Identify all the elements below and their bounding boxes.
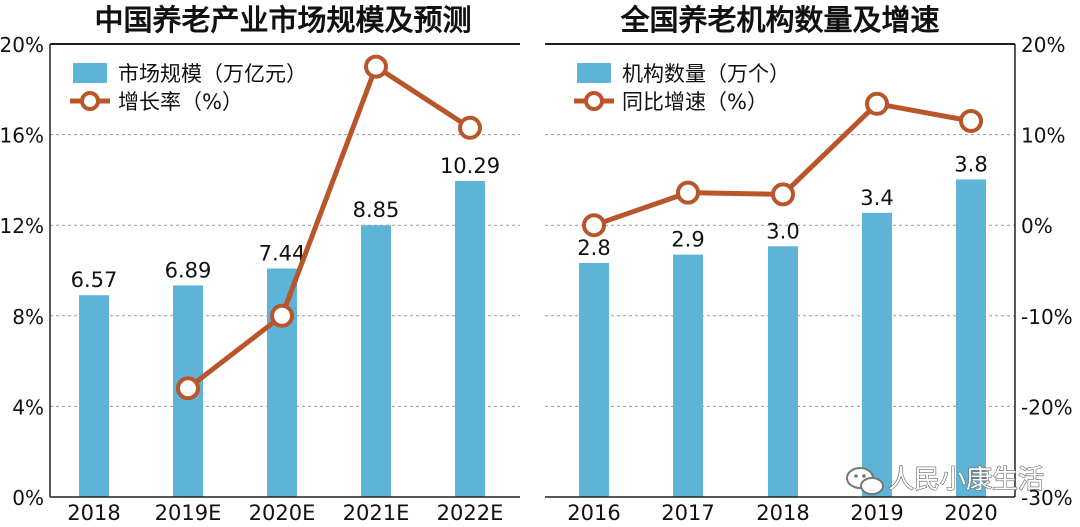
chart1-y-tick-label: 8% — [12, 305, 44, 329]
chart2-bar — [579, 262, 609, 497]
chart2-line-point — [582, 213, 606, 238]
chart2-bar-value-label: 2.9 — [671, 228, 704, 252]
wechat-icon — [846, 467, 884, 495]
chart2-bar-value-label: 3.4 — [860, 186, 893, 210]
chart1-legend: 市场规模（万亿元） 增长率（%） — [70, 62, 307, 114]
chart2-legend-line-label: 同比增速（%） — [622, 90, 768, 114]
chart2-bar — [768, 246, 798, 497]
watermark: 人民小康生活 — [846, 464, 1045, 496]
chart-market-size: 中国养老产业市场规模及预测 0% 4% 8% 12% 16% 20% 6.57 6.89 7.… — [0, 3, 520, 525]
chart1-legend-bar-swatch — [73, 63, 107, 83]
chart2-bar — [862, 212, 892, 497]
chart2-x-tick-label: 2017 — [661, 501, 714, 525]
chart2-line-point — [865, 91, 889, 116]
chart2-y-axis: 20% 10% 0% -10% -20% -30% — [1014, 33, 1073, 510]
chart2-x-tick-label: 2018 — [756, 501, 809, 525]
chart1-y-tick-label: 0% — [12, 486, 44, 510]
chart2-line-point — [771, 182, 795, 207]
chart2-legend-line-marker — [584, 91, 604, 111]
chart1-bar — [361, 225, 391, 497]
chart2-y-tick-label: -20% — [1021, 395, 1073, 419]
chart2-bar-value-label: 3.8 — [954, 152, 987, 176]
chart1-x-tick-label: 2019E — [155, 501, 222, 525]
chart1-x-axis: 2018 2019E 2020E 2021E 2022E — [50, 496, 520, 525]
chart1-x-tick-label: 2021E — [343, 501, 410, 525]
chart2-x-tick-label: 2020 — [944, 501, 997, 525]
chart1-y-tick-label: 16% — [0, 124, 44, 148]
chart2-bar — [673, 254, 703, 497]
chart1-bar-value-label: 8.85 — [353, 198, 400, 222]
chart1-y-tick-label: 4% — [12, 395, 44, 419]
chart1-bar-value-label: 6.89 — [165, 258, 212, 282]
chart-institutions: 全国养老机构数量及增速 20% 10% 0% -10% -20% -30% 2.8 2.9 3… — [545, 3, 1073, 525]
chart2-bar-value-label: 2.8 — [577, 236, 610, 260]
chart1-y-tick-label: 20% — [0, 33, 44, 57]
chart2-y-tick-label: 0% — [1021, 214, 1053, 238]
chart1-line-point — [176, 376, 200, 401]
chart1-bar — [455, 180, 485, 497]
chart2-legend-bar-swatch — [577, 63, 611, 83]
chart1-legend-line-marker — [80, 91, 100, 111]
chart2-bars: 2.8 2.9 3.0 3.4 3.8 — [577, 152, 988, 497]
chart1-line-path — [186, 64, 472, 391]
chart2-x-axis: 2016 2017 2018 2019 2020 — [545, 496, 1015, 525]
chart1-growth-line — [176, 54, 482, 401]
chart2-bar — [956, 179, 986, 497]
chart1-line-point — [458, 115, 482, 140]
chart1-title: 中国养老产业市场规模及预测 — [94, 3, 471, 37]
chart2-x-tick-label: 2016 — [567, 501, 620, 525]
watermark-text: 人民小康生活 — [888, 465, 1044, 495]
chart1-y-axis: 0% 4% 8% 12% 16% 20% — [0, 33, 51, 510]
chart1-x-tick-label: 2022E — [437, 501, 504, 525]
chart1-legend-bar-label: 市场规模（万亿元） — [118, 62, 307, 86]
chart2-y-tick-label: -30% — [1021, 486, 1073, 510]
chart1-line-point — [364, 54, 388, 79]
chart2-x-tick-label: 2019 — [850, 501, 903, 525]
chart2-line-point — [959, 109, 983, 134]
chart1-legend-line-label: 增长率（%） — [118, 90, 243, 114]
chart2-legend-bar-label: 机构数量（万个） — [622, 62, 790, 86]
chart2-y-tick-label: 20% — [1021, 33, 1065, 57]
chart1-y-tick-label: 12% — [0, 214, 44, 238]
chart2-y-tick-label: 10% — [1021, 124, 1065, 148]
chart1-bar — [79, 295, 109, 497]
chart1-line-point — [270, 303, 294, 328]
chart1-bar-value-label: 10.29 — [440, 154, 500, 178]
chart2-growth-line — [582, 91, 983, 238]
chart1-bar-value-label: 6.57 — [71, 268, 118, 292]
chart1-x-tick-label: 2018 — [67, 501, 120, 525]
chart1-bar — [267, 268, 297, 497]
chart2-y-tick-label: -10% — [1021, 305, 1073, 329]
chart2-line-point — [676, 180, 700, 205]
chart2-title: 全国养老机构数量及增速 — [619, 3, 939, 37]
chart1-bar-value-label: 7.44 — [259, 242, 306, 266]
chart2-line-path — [593, 101, 972, 228]
chart2-legend: 机构数量（万个） 同比增速（%） — [574, 62, 790, 114]
chart2-bar-value-label: 3.0 — [766, 219, 799, 243]
chart1-x-tick-label: 2020E — [249, 501, 316, 525]
